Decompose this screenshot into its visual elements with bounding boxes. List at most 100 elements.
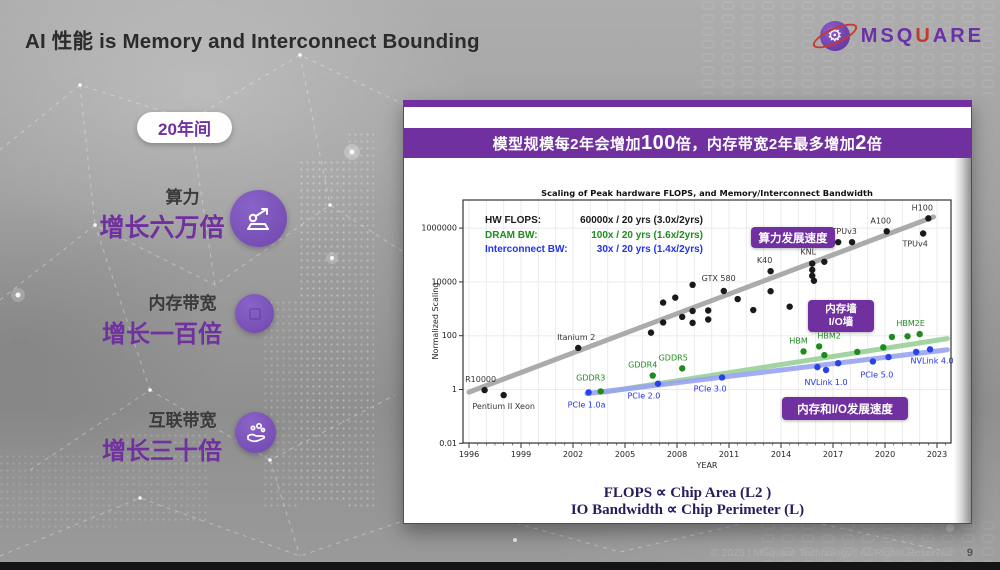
label-GTX 580: GTX 580 [702, 274, 736, 283]
x-tick: 2020 [875, 450, 895, 459]
stat-compute-value: 增长六万倍 [99, 214, 225, 242]
label-HBM2E: HBM2E [896, 319, 925, 328]
formula-flops: FLOPS ∝ Chip Area (L2 ) [603, 485, 772, 501]
legend-row-interconnect: Interconnect BW: 30x / 20 yrs (1.4x/2yrs… [485, 244, 703, 255]
gear-globe-icon: ⚙ [809, 17, 860, 55]
point-HW FLOPS [659, 299, 667, 306]
point-GDDR3 [597, 388, 604, 395]
point-Interconnect BW [835, 359, 842, 367]
point-NVLink 1.0 [822, 366, 830, 374]
point-PCIe 5.0 [869, 358, 877, 365]
point-HW FLOPS [647, 329, 655, 336]
x-tick: 2014 [771, 450, 791, 459]
point-HW FLOPS [689, 319, 696, 327]
label-GDDR3: GDDR3 [576, 373, 605, 382]
page-title: AI 性能 is Memory and Interconnect Boundin… [25, 30, 480, 53]
label-TPUv4: TPUv4 [901, 239, 927, 248]
point-PCIe 1.0a [585, 389, 592, 396]
point-HW FLOPS [689, 307, 696, 315]
card-banner: 模型规模每2年会增加 100 倍，内存带宽2年最多增加 2 倍 [404, 128, 971, 158]
card-edge-shading [954, 158, 971, 523]
point-HW FLOPS [809, 272, 816, 279]
msquare-logo: ⚙ MSQUARE [809, 17, 984, 55]
x-tick: 2008 [667, 450, 687, 459]
y-tick: 1000000 [421, 224, 457, 233]
point-HBM [800, 348, 807, 355]
point-HW FLOPS [659, 319, 667, 326]
label-PCIe 2.0: PCIe 2.0 [627, 392, 660, 401]
point-TPUv3 [835, 238, 842, 246]
label-H100: H100 [912, 203, 933, 212]
duration-badge: 20年间 [137, 112, 232, 143]
label-PCIe 5.0: PCIe 5.0 [860, 370, 893, 379]
interconnect-icon [235, 412, 276, 453]
label-PCIe 1.0a: PCIe 1.0a [568, 400, 606, 409]
legend-row-dram: DRAM BW: 100x / 20 yrs (1.6x/2yrs) [485, 229, 703, 241]
point-GTX 580 [689, 281, 696, 289]
y-tick: 10000 [432, 277, 457, 286]
x-tick: 2017 [823, 450, 843, 459]
page-number: 9 [966, 547, 973, 559]
label-PCIe 3.0: PCIe 3.0 [694, 384, 727, 393]
label-TPUv3: TPUv3 [831, 227, 857, 236]
point-HW FLOPS [705, 307, 712, 314]
point-DRAM BW [880, 344, 887, 351]
x-tick: 2005 [615, 450, 635, 459]
point-HW FLOPS [734, 295, 741, 303]
point-GDDR4 [649, 372, 656, 379]
point-HBM2 [815, 343, 823, 350]
point-KNL [809, 260, 816, 267]
point-Interconnect BW [814, 363, 821, 371]
point-PCIe 2.0 [654, 380, 662, 387]
label-GDDR5: GDDR5 [659, 353, 688, 362]
point-HW FLOPS [672, 294, 679, 301]
label-Pentium II Xeon: Pentium II Xeon [472, 402, 535, 411]
point-HW FLOPS [786, 303, 793, 310]
point-Interconnect BW [885, 353, 892, 361]
point-A100 [883, 228, 890, 235]
label-HBM2: HBM2 [817, 331, 841, 340]
logo-wordmark: MSQUARE [860, 24, 984, 47]
point-Interconnect BW [913, 348, 920, 356]
stat-compute-label: 算力 [165, 188, 200, 207]
x-tick: 2002 [563, 450, 583, 459]
proportionality-formulas: FLOPS ∝ Chip Area (L2 ) IO Bandwidth ∝ C… [424, 485, 951, 519]
label-A100: A100 [870, 216, 891, 225]
x-tick: 2023 [927, 450, 947, 459]
point-HW FLOPS [809, 266, 816, 274]
y-tick: 100 [442, 331, 457, 340]
formula-io: IO Bandwidth ∝ Chip Perimeter (L) [570, 502, 805, 518]
compute-growth-icon [230, 190, 287, 247]
point-R10000 [481, 386, 488, 394]
point-HW FLOPS [750, 306, 757, 314]
x-tick: 1999 [511, 450, 531, 459]
point-K40 [767, 267, 774, 275]
point-H100 [925, 215, 932, 222]
stat-memory-value: 增长一百倍 [102, 321, 222, 348]
bottom-bar [0, 562, 1000, 570]
point-HW FLOPS [679, 313, 686, 321]
chart-title: Scaling of Peak hardware FLOPS, and Memo… [541, 188, 873, 198]
point-HW FLOPS [848, 238, 856, 246]
compute-speed-badge: 算力发展速度 [751, 227, 835, 248]
trend-HW FLOPS [466, 214, 937, 395]
point-GDDR5 [679, 365, 686, 372]
point-DRAM BW [854, 348, 861, 356]
copyright-text: © 2025 | MSquare Technology | All Rights… [710, 547, 952, 559]
label-K40: K40 [757, 256, 772, 265]
label-R10000: R10000 [465, 375, 496, 384]
chart-card: 模型规模每2年会增加 100 倍，内存带宽2年最多增加 2 倍 R10000 Pentiu… [403, 100, 972, 524]
legend-row-flops: HW FLOPS: 60000x / 20 yrs (3.0x/2yrs) [485, 215, 703, 226]
label-GDDR4: GDDR4 [628, 361, 657, 370]
scaling-chart: R10000 Pentium II Xeon Itanium 2 GTX 580 K40… [404, 158, 956, 482]
stat-memory-label: 内存带宽 [148, 294, 217, 313]
x-tick: 2011 [719, 450, 739, 459]
y-tick: 0.01 [439, 439, 457, 448]
label-KNL: KNL [800, 248, 816, 257]
point-PCIe 3.0 [718, 374, 726, 381]
point-DRAM BW [888, 333, 896, 341]
point-DRAM BW [904, 333, 911, 340]
point-HW FLOPS [821, 258, 828, 265]
x-axis-label: YEAR [696, 461, 718, 470]
